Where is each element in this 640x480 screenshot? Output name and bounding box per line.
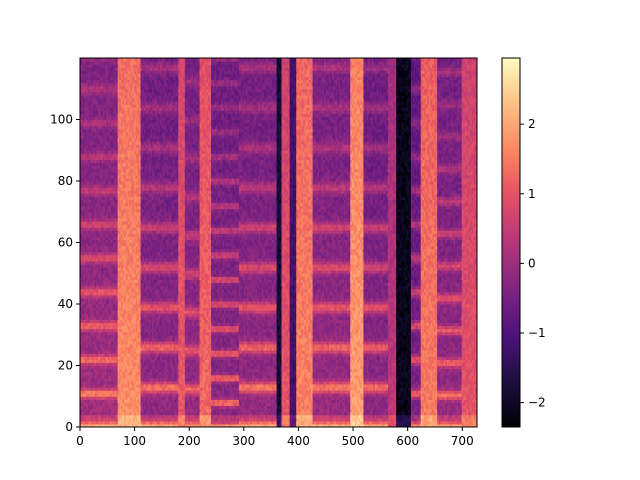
heatmap-cells xyxy=(80,58,479,428)
heatmap-plot-area xyxy=(80,58,479,428)
